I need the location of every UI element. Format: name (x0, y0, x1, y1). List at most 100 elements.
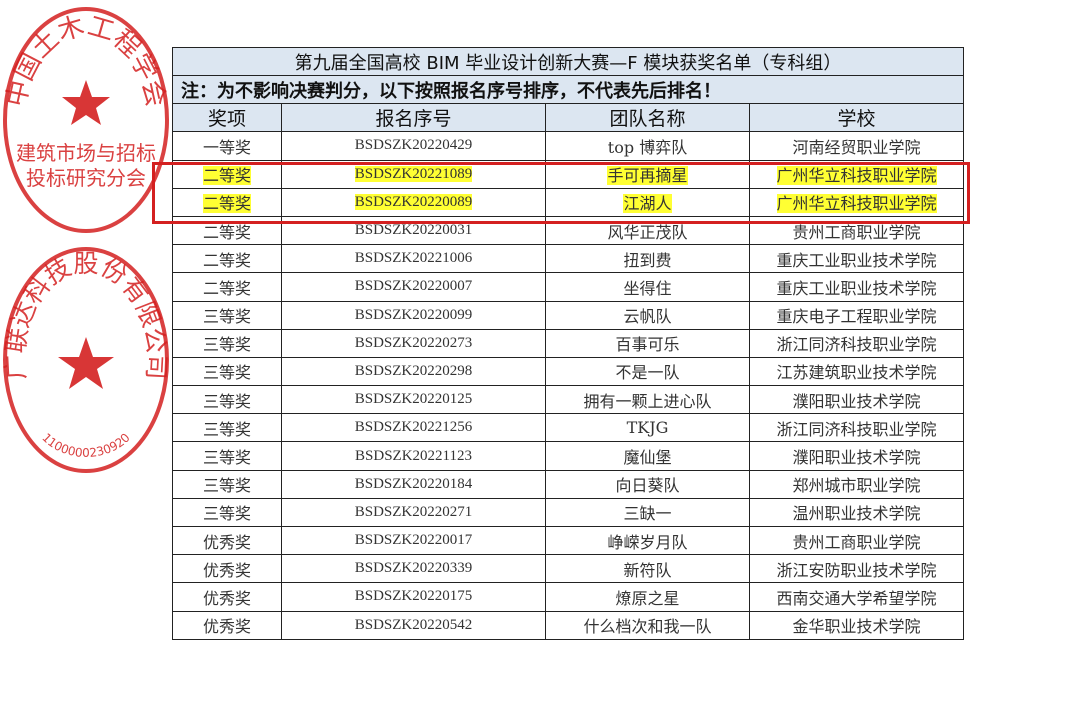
header-school: 学校 (748, 103, 965, 133)
team-cell: 燎原之星 (545, 582, 750, 612)
id-cell-text: BSDSZK20221006 (354, 250, 473, 267)
id-cell: BSDSZK20220273 (281, 328, 546, 358)
team-cell-text: 峥嵘岁月队 (607, 532, 688, 552)
award-cell: 三等奖 (172, 413, 282, 443)
id-cell: BSDSZK20220298 (281, 356, 546, 387)
school-cell-text: 贵州工商职业学院 (792, 222, 921, 242)
school-cell: 浙江安防职业技术学院 (748, 554, 965, 584)
id-cell-text: BSDSZK20220184 (354, 475, 473, 492)
table-row: 二等奖 BSDSZK20220031 风华正茂队 贵州工商职业学院 (172, 215, 965, 246)
team-cell-text: 江湖人 (623, 194, 672, 214)
id-cell: BSDSZK20221256 (281, 413, 546, 443)
school-cell: 濮阳职业技术学院 (748, 441, 965, 471)
table-row: 三等奖 BSDSZK20221123 魔仙堡 濮阳职业技术学院 (172, 441, 965, 471)
award-cell-text: 三等奖 (202, 391, 251, 411)
school-cell: 西南交通大学希望学院 (748, 582, 965, 612)
team-cell-text: 坐得住 (623, 278, 672, 298)
team-cell: 云帆队 (545, 300, 750, 330)
team-cell-text: 扭到费 (623, 250, 672, 270)
award-cell-text: 二等奖 (202, 278, 251, 298)
school-cell-text: 郑州城市职业学院 (792, 476, 921, 496)
school-cell-text: 濮阳职业技术学院 (792, 391, 921, 411)
school-cell-text: 金华职业技术学院 (792, 617, 921, 637)
team-cell: 不是一队 (545, 356, 750, 387)
school-cell: 浙江同济科技职业学院 (748, 413, 965, 443)
award-cell-text: 二等奖 (202, 250, 251, 270)
award-cell-text: 优秀奖 (202, 560, 251, 580)
stamp2-outer-text: 广联达科技股份有限公司 (2, 249, 170, 380)
team-cell-text: 不是一队 (615, 363, 680, 383)
school-cell-text: 浙江同济科技职业学院 (776, 419, 937, 439)
table-row: 优秀奖 BSDSZK20220339 新符队 浙江安防职业技术学院 (172, 554, 965, 584)
header-award: 奖项 (172, 103, 282, 133)
id-cell-text: BSDSZK20220175 (354, 588, 473, 605)
id-cell: BSDSZK20220017 (281, 525, 546, 556)
svg-text:中国土木工程学会: 中国土木工程学会 (2, 11, 170, 109)
table-note: 注：为不影响决赛判分，以下按照报名序号排序，不代表先后排名！ (171, 74, 965, 105)
id-cell-text: BSDSZK20220017 (354, 532, 473, 549)
stamp1-inner-text-1: 建筑市场与招标 (16, 141, 156, 165)
school-cell-text: 江苏建筑职业技术学院 (776, 363, 937, 383)
id-cell-text: BSDSZK20220089 (354, 193, 473, 210)
team-cell: 魔仙堡 (545, 441, 750, 471)
team-cell-text: 拥有一颗上进心队 (583, 391, 712, 411)
award-cell: 一等奖 (172, 131, 282, 161)
team-cell-text: 云帆队 (623, 307, 672, 327)
id-cell: BSDSZK20220339 (281, 554, 546, 584)
id-cell: BSDSZK20220429 (281, 131, 546, 161)
team-cell-text: 风华正茂队 (607, 222, 688, 242)
id-cell: BSDSZK20221006 (281, 244, 546, 274)
award-cell: 三等奖 (172, 441, 282, 471)
award-cell-text: 优秀奖 (202, 532, 251, 552)
team-cell-text: top 博弈队 (607, 137, 688, 157)
school-cell: 江苏建筑职业技术学院 (748, 356, 965, 387)
award-cell: 优秀奖 (172, 610, 282, 640)
school-cell: 广州华立科技职业学院 (748, 159, 965, 189)
id-cell-text: BSDSZK20220429 (354, 137, 473, 154)
award-cell: 三等奖 (172, 300, 282, 330)
award-cell: 三等奖 (172, 356, 282, 387)
award-cell-text: 一等奖 (202, 137, 251, 157)
svg-text:1100000230920: 1100000230920 (39, 431, 133, 460)
school-cell: 重庆工业职业技术学院 (748, 244, 965, 274)
star-icon (58, 337, 114, 389)
header-team: 团队名称 (545, 103, 750, 133)
award-cell: 三等奖 (172, 497, 282, 528)
id-cell: BSDSZK20220271 (281, 497, 546, 528)
award-cell-text: 三等奖 (202, 476, 251, 496)
award-cell: 三等奖 (172, 469, 282, 499)
team-cell: 江湖人 (545, 187, 750, 217)
school-cell-text: 河南经贸职业学院 (792, 137, 921, 157)
school-cell-text: 重庆电子工程职业学院 (776, 307, 937, 327)
svg-text:广联达科技股份有限公司: 广联达科技股份有限公司 (2, 249, 170, 380)
team-cell-text: 燎原之星 (615, 588, 680, 608)
id-cell: BSDSZK20221089 (281, 159, 546, 189)
award-cell-text: 三等奖 (202, 419, 251, 439)
award-cell: 优秀奖 (172, 582, 282, 612)
award-cell-text: 三等奖 (202, 307, 251, 327)
team-cell-text: 手可再摘星 (607, 166, 688, 186)
award-table: 第九届全国高校 BIM 毕业设计创新大赛—F 模块获奖名单（专科组） 注：为不影… (171, 47, 965, 640)
team-cell-text: 向日葵队 (615, 476, 680, 496)
table-row: 三等奖 BSDSZK20220271 三缺一 温州职业技术学院 (172, 497, 965, 528)
team-cell: 风华正茂队 (545, 215, 750, 246)
id-cell: BSDSZK20220184 (281, 469, 546, 499)
award-cell-text: 二等奖 (202, 222, 251, 242)
table-row: 二等奖 BSDSZK20220089 江湖人 广州华立科技职业学院 (172, 187, 965, 217)
id-cell-text: BSDSZK20220007 (354, 278, 473, 295)
school-cell-text: 重庆工业职业技术学院 (776, 250, 937, 270)
id-cell-text: BSDSZK20220273 (354, 334, 473, 351)
school-cell-text: 浙江同济科技职业学院 (776, 335, 937, 355)
team-cell-text: 什么档次和我一队 (583, 617, 712, 637)
team-cell: 向日葵队 (545, 469, 750, 499)
school-cell: 浙江同济科技职业学院 (748, 328, 965, 358)
id-cell-text: BSDSZK20221123 (355, 447, 472, 464)
school-cell-text: 广州华立科技职业学院 (776, 194, 937, 214)
team-cell: 拥有一颗上进心队 (545, 385, 750, 415)
award-cell-text: 二等奖 (202, 166, 251, 186)
award-cell-text: 优秀奖 (202, 617, 251, 637)
school-cell: 濮阳职业技术学院 (748, 385, 965, 415)
school-cell-text: 西南交通大学希望学院 (776, 588, 937, 608)
award-cell: 二等奖 (172, 159, 282, 189)
table-row: 三等奖 BSDSZK20220273 百事可乐 浙江同济科技职业学院 (172, 328, 965, 358)
